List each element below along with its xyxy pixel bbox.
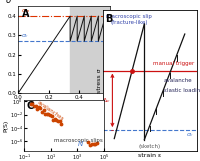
Point [88,143,91,146]
Point [31,102,34,105]
Bar [70,6,113,93]
Point [42,109,45,112]
Point [96,141,99,144]
Point [32,105,35,107]
Y-axis label: $\sigma$: $\sigma$ [5,0,13,5]
Point [48,113,52,116]
Y-axis label: stress σ: stress σ [97,68,102,93]
Text: N: N [78,141,83,147]
Text: $\sigma_m$: $\sigma_m$ [21,7,31,15]
Point [47,113,50,116]
Point [37,106,40,109]
Text: avalanche: avalanche [164,78,193,83]
Point [92,143,95,146]
Point [57,120,60,122]
Point [50,114,53,117]
Text: macroscopic slip
(fracture-like): macroscopic slip (fracture-like) [106,14,152,25]
Point [53,117,56,120]
Point [45,113,48,115]
Point [86,141,90,144]
Point [52,118,55,121]
Text: A: A [22,9,29,19]
Text: (sketch): (sketch) [139,143,161,148]
Text: avalanches: avalanches [36,100,65,122]
Text: $\sigma_c$: $\sigma_c$ [186,131,194,139]
Point [94,142,97,145]
Point [39,107,42,110]
Text: $\Delta_c$: $\Delta_c$ [102,96,111,105]
Point [58,120,61,123]
Point [29,103,32,105]
Text: εlastic loading: εlastic loading [164,88,200,93]
Text: B: B [105,14,112,24]
Text: C: C [26,101,34,111]
X-axis label: strain ε: strain ε [138,153,162,158]
Point [55,118,58,121]
Point [34,105,37,107]
Point [60,123,63,125]
Point [44,113,47,115]
Point [40,111,44,114]
Y-axis label: P(S): P(S) [3,119,8,132]
Text: macroscopic slips: macroscopic slips [54,137,103,142]
Text: $\sigma_c$: $\sigma_c$ [21,32,29,40]
Point [36,108,39,110]
Text: manual trigger: manual trigger [153,61,194,66]
Point [90,143,93,146]
